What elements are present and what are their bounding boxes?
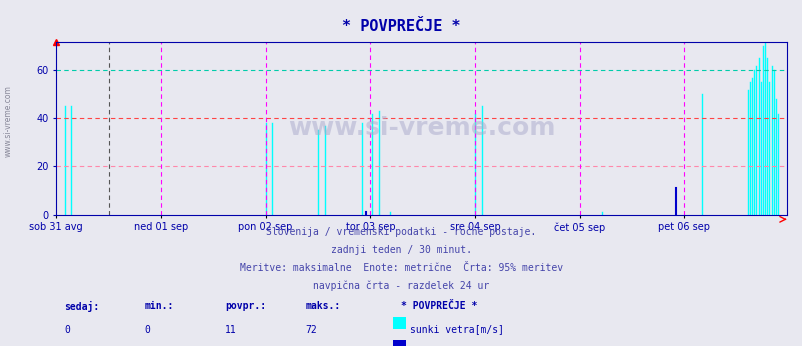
Text: Meritve: maksimalne  Enote: metrične  Črta: 95% meritev: Meritve: maksimalne Enote: metrične Črta… — [240, 263, 562, 273]
Text: * POVPREČJE *: * POVPREČJE * — [342, 19, 460, 34]
Text: min.:: min.: — [144, 301, 174, 311]
Text: * POVPREČJE *: * POVPREČJE * — [401, 301, 477, 311]
Text: 72: 72 — [305, 325, 317, 335]
Text: www.si-vreme.com: www.si-vreme.com — [287, 116, 555, 140]
Text: sedaj:: sedaj: — [64, 301, 99, 312]
Text: 0: 0 — [64, 325, 70, 335]
Text: 0: 0 — [144, 325, 150, 335]
Text: povpr.:: povpr.: — [225, 301, 265, 311]
Text: zadnji teden / 30 minut.: zadnji teden / 30 minut. — [330, 245, 472, 255]
Text: www.si-vreme.com: www.si-vreme.com — [3, 85, 13, 157]
Text: maks.:: maks.: — [305, 301, 340, 311]
Text: sunki vetra[m/s]: sunki vetra[m/s] — [409, 325, 503, 335]
Text: navpična črta - razdelek 24 ur: navpična črta - razdelek 24 ur — [313, 281, 489, 291]
Text: Slovenija / vremenski podatki - ročne postaje.: Slovenija / vremenski podatki - ročne po… — [266, 227, 536, 237]
Text: 11: 11 — [225, 325, 237, 335]
